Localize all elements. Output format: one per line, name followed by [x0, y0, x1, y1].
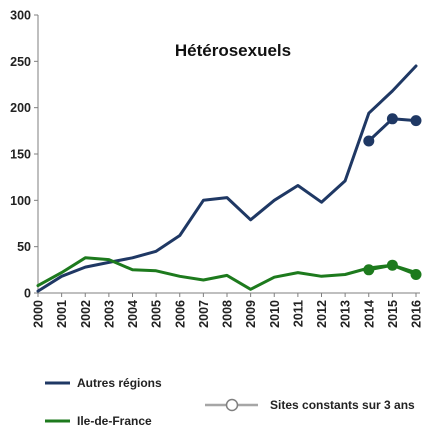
x-tick-label: 2015 [386, 300, 400, 328]
y-tick-label: 200 [10, 101, 31, 115]
x-tick-label: 2011 [291, 300, 305, 327]
x-tick-label: 2012 [315, 300, 329, 328]
series-line-autres-r-gions [36, 64, 418, 293]
constant-sites-point-autres-r-gions [386, 113, 398, 125]
series-lines [36, 64, 418, 293]
x-tick-label: 2014 [362, 300, 376, 328]
legend-label-autres-regions: Autres régions [77, 376, 162, 390]
constant-sites-point-ile-de-france [410, 269, 422, 280]
series-line-ile-de-france [36, 256, 418, 291]
x-tick-label: 2000 [32, 300, 46, 328]
legend-label-ile-de-france: Ile-de-France [77, 414, 152, 428]
y-tick-label: 0 [24, 287, 31, 301]
y-tick-label: 50 [17, 240, 31, 254]
y-tick-label: 100 [10, 194, 31, 208]
x-tick-label: 2008 [221, 300, 235, 328]
x-tick-label: 2016 [410, 300, 424, 328]
x-tick-label: 2001 [55, 300, 69, 328]
y-tick-labels: 0 50 100 150 200 250 300 [10, 9, 38, 301]
legend-label-constant-sites: Sites constants sur 3 ans [270, 398, 415, 412]
legend-marker-constant-sites [225, 398, 239, 412]
x-tick-label: 2013 [339, 300, 353, 328]
constant-sites-point-autres-r-gions [410, 115, 422, 127]
x-tick-label: 2009 [244, 300, 258, 328]
constant-sites-point-ile-de-france [363, 264, 375, 276]
constant-sites-point-ile-de-france [386, 259, 398, 271]
chart-title: Hétérosexuels [175, 41, 291, 60]
x-tick-label: 2005 [150, 300, 164, 328]
constant-sites-lines [363, 113, 422, 280]
y-tick-label: 300 [10, 9, 31, 23]
x-tick-labels: 2000 2001 2002 2003 2004 2005 2006 2007 2008 2009… [32, 293, 424, 328]
y-tick-label: 150 [10, 148, 31, 162]
x-tick-label: 2004 [126, 300, 140, 328]
x-tick-label: 2010 [268, 300, 282, 328]
x-tick-label: 2006 [173, 300, 187, 328]
x-tick-label: 2002 [79, 300, 93, 328]
y-tick-label: 250 [10, 55, 31, 69]
x-tick-label: 2003 [102, 300, 116, 328]
x-tick-label: 2007 [197, 300, 211, 328]
legend: Autres régions Ile-de-France Sites const… [45, 376, 415, 428]
constant-sites-point-autres-r-gions [363, 135, 375, 147]
